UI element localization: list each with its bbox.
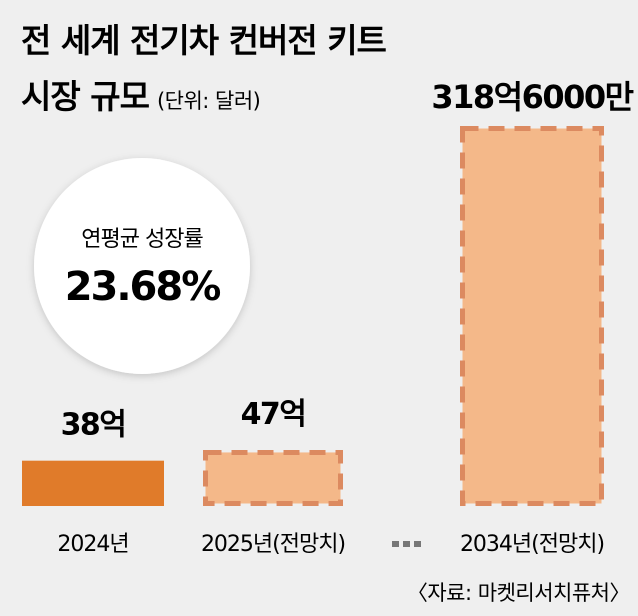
bar-value-label-3: 318억6000만 xyxy=(431,78,633,116)
axis-break-dots xyxy=(392,541,421,547)
category-label-3: 2034년(전망치) xyxy=(460,532,604,557)
category-label-2: 2025년(전망치) xyxy=(201,532,345,557)
unit-label: (단위: 달러) xyxy=(157,89,260,113)
break-dot-2 xyxy=(403,541,410,547)
chart-title-main: 시장 규모 xyxy=(21,77,150,116)
cagr-label: 연평균 성장률 xyxy=(81,227,203,252)
chart-title-line1: 전 세계 전기차 컨버전 키트 xyxy=(21,21,387,60)
break-dot-1 xyxy=(392,541,399,547)
break-dot-3 xyxy=(414,541,421,547)
bar-value-label-1: 38억 xyxy=(61,408,126,443)
bar-3 xyxy=(460,126,604,506)
source-label: 〈자료: 마켓리서치퓨처〉 xyxy=(407,581,630,605)
cagr-value: 23.68% xyxy=(65,264,221,310)
cagr-circle xyxy=(34,158,250,374)
bars-group: 38억 2024년 47억 2025년(전망치) 318억6000만 2034년(전망치) xyxy=(22,78,635,557)
bar-value-label-2: 47억 xyxy=(241,397,306,432)
bar-2 xyxy=(203,449,343,507)
bar-1 xyxy=(22,460,164,506)
category-label-1: 2024년 xyxy=(57,532,128,557)
chart-title-line2: 시장 규모 (단위: 달러) xyxy=(21,77,260,116)
